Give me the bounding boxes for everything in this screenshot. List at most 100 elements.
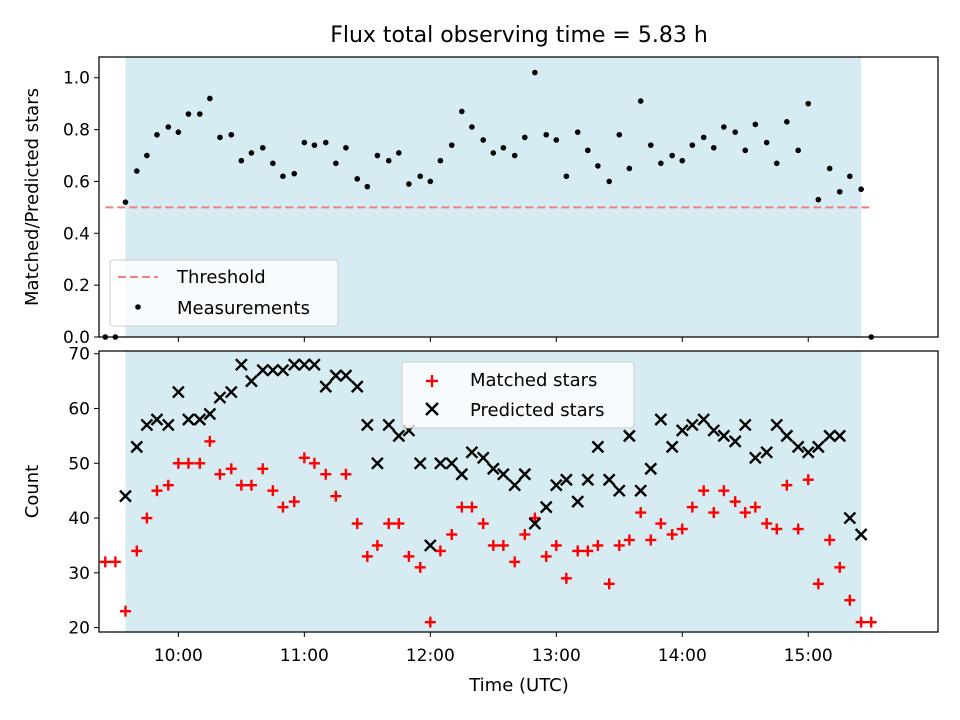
matched-star-marker [288, 496, 300, 508]
matched-star-marker [383, 518, 395, 530]
matched-star-marker [718, 485, 730, 497]
marker-stroke [371, 456, 384, 470]
measurement-point [732, 129, 738, 135]
x-axis-ticks [177, 337, 809, 342]
marker-stroke [297, 358, 311, 372]
measurement-point [238, 157, 245, 164]
measurement-point [500, 144, 507, 151]
matched-star-marker [477, 518, 489, 530]
matched-star-marker [182, 457, 194, 469]
predicted-star-marker [308, 358, 321, 372]
marker-stroke [760, 445, 774, 459]
matched-star-marker [708, 507, 720, 519]
y-tick-label: 0.0 [63, 328, 90, 348]
marker-stroke [823, 429, 837, 443]
legend-threshold-label: Threshold [176, 267, 266, 288]
predicted-star-marker [833, 429, 847, 443]
predicted-star-marker [434, 456, 447, 470]
marker-stroke [581, 473, 595, 487]
marker-stroke [665, 440, 679, 454]
predicted-star-marker [256, 363, 270, 377]
measurement-point [795, 147, 801, 154]
marker-stroke [266, 363, 280, 377]
predicted-star-marker [685, 418, 699, 432]
matched-star-marker [320, 468, 332, 480]
measurement-point [374, 152, 381, 159]
matched-star-marker [613, 539, 625, 551]
marker-stroke [193, 413, 207, 426]
predicted-star-marker [329, 369, 343, 382]
marker-stroke [119, 489, 132, 503]
legend: Matched stars Predicted stars [401, 361, 635, 429]
matched-star-marker [371, 539, 383, 551]
axes-frame [98, 350, 939, 633]
y-axis-label: Matched/Predicted stars [22, 88, 43, 306]
measurement-point [847, 173, 853, 180]
measurement-point [175, 129, 182, 135]
marker-stroke [392, 429, 406, 443]
marker-stroke [350, 380, 364, 393]
predicted-star-marker [748, 451, 762, 465]
matched-star-marker [582, 545, 594, 557]
marker-stroke [413, 456, 427, 470]
measurement-point [563, 173, 570, 180]
marker-stroke [319, 380, 333, 393]
matched-star-marker [698, 485, 710, 497]
matched-star-marker [141, 512, 153, 524]
matched-star-marker [812, 578, 824, 590]
predicted-star-marker [319, 380, 333, 393]
measurement-point [647, 142, 654, 148]
matched-star-marker [403, 550, 415, 562]
measurement-point [427, 178, 434, 185]
matched-star-marker [204, 435, 216, 447]
legend-measurement-label: Measurements [177, 298, 310, 319]
predicted-star-marker [591, 440, 605, 454]
matched-star-marker [865, 616, 877, 628]
marker-stroke [203, 407, 217, 421]
predicted-star-marker [497, 467, 510, 481]
marker-stroke [224, 385, 238, 399]
predicted-star-marker [823, 429, 837, 443]
measurement-point [752, 121, 759, 128]
x-tick-label: 10:00 [154, 646, 203, 666]
y-axis-ticks: 0.0 0.2 0.4 0.6 0.8 1.0 [63, 69, 99, 348]
measurement-point [228, 131, 235, 138]
measurement-point [437, 157, 444, 164]
marker-stroke [571, 495, 585, 508]
marker-stroke [843, 511, 857, 525]
predicted-star-marker [213, 391, 227, 404]
y-tick-label: 40 [68, 509, 90, 529]
predicted-star-marker [717, 429, 731, 443]
marker-stroke [508, 478, 522, 492]
marker-stroke [549, 478, 563, 492]
matched-star-marker [194, 457, 206, 469]
measurement-point [354, 176, 361, 182]
marker-stroke [854, 528, 868, 541]
predicted-star-marker [612, 484, 626, 498]
predicted-star-marker [150, 413, 164, 426]
marker-stroke [161, 418, 175, 432]
measurement-point [805, 100, 812, 107]
predicted-star-marker [654, 413, 668, 426]
y-tick-label: 0.4 [63, 224, 90, 244]
predicted-star-marker [297, 358, 311, 372]
matched-star-marker [781, 479, 793, 491]
marker-stroke [801, 445, 815, 459]
predicted-star-marker [423, 539, 437, 552]
measurement-point [459, 108, 465, 115]
predicted-star-marker [476, 451, 490, 465]
predicted-star-marker [801, 445, 815, 459]
matched-star-marker [655, 518, 667, 530]
predicted-star-marker [413, 456, 427, 470]
y-tick-label: 0.6 [63, 172, 90, 192]
marker-stroke [329, 369, 343, 382]
measurement-point [584, 147, 591, 154]
predicted-star-marker [182, 413, 195, 426]
matched-star-marker [109, 556, 121, 568]
marker-stroke [497, 467, 510, 481]
marker-stroke [675, 424, 689, 437]
predicted-star-marker [770, 418, 784, 432]
marker-stroke [465, 445, 479, 459]
matched-star-marker [603, 578, 615, 590]
